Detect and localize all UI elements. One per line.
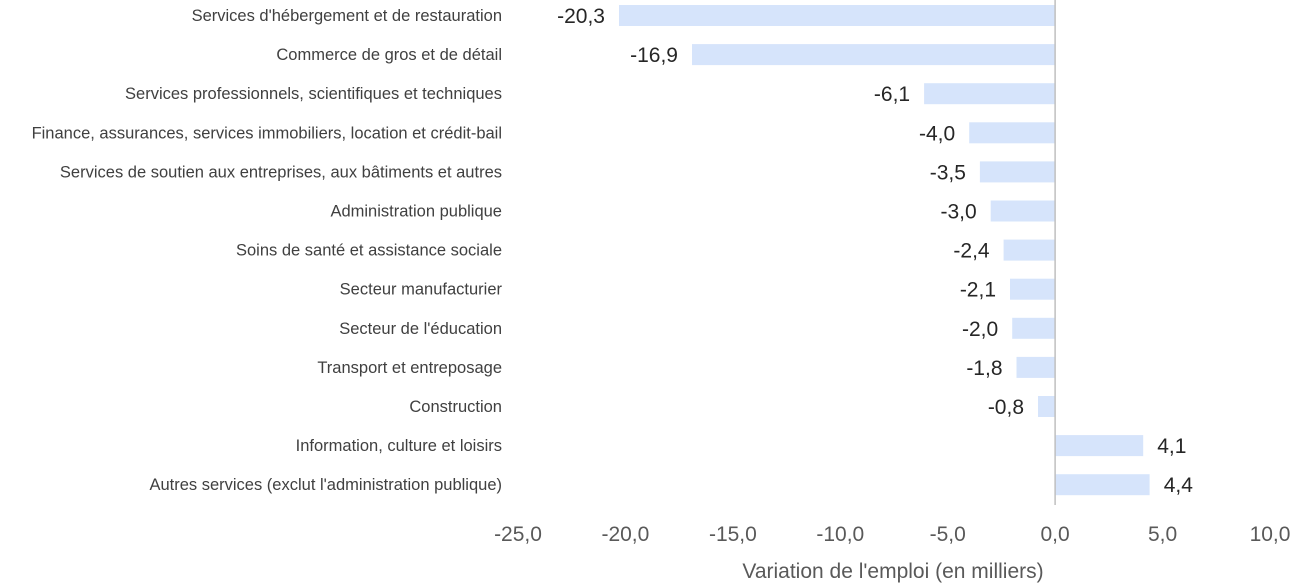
value-label: -0,8 — [988, 396, 1024, 419]
bar — [1003, 239, 1056, 261]
bar — [1055, 435, 1144, 457]
category-label: Services d'hébergement et de restauratio… — [192, 7, 502, 25]
category-label: Autres services (exclut l'administration… — [149, 476, 502, 494]
category-label: Services de soutien aux entreprises, aux… — [60, 163, 502, 181]
value-label: -6,1 — [874, 83, 910, 106]
category-labels-group: Services d'hébergement et de restauratio… — [32, 7, 503, 494]
bar — [969, 122, 1056, 144]
x-tick-label: 0,0 — [1040, 523, 1069, 546]
bar — [692, 44, 1056, 66]
bar — [1038, 396, 1056, 417]
bar — [1016, 356, 1056, 378]
x-tick-label: 5,0 — [1148, 523, 1177, 546]
value-label: -3,5 — [930, 161, 966, 184]
bars-group — [619, 5, 1150, 496]
x-tick-label: -15,0 — [709, 523, 757, 546]
x-tick-label: 10,0 — [1250, 523, 1291, 546]
x-tick-label: -25,0 — [494, 523, 542, 546]
value-label: 4,1 — [1157, 435, 1186, 458]
x-tick-label: -20,0 — [601, 523, 649, 546]
value-label: -20,3 — [557, 5, 605, 28]
value-label: 4,4 — [1164, 474, 1194, 497]
value-label: -1,8 — [966, 357, 1002, 380]
value-label: -2,0 — [962, 318, 998, 341]
bar — [619, 5, 1056, 26]
category-label: Information, culture et loisirs — [296, 437, 502, 455]
value-label: -4,0 — [919, 122, 955, 145]
category-label: Administration publique — [330, 203, 502, 221]
value-label: -16,9 — [630, 44, 678, 67]
bar — [979, 161, 1056, 183]
category-label: Secteur manufacturier — [340, 281, 503, 299]
bar — [1055, 474, 1150, 496]
category-label: Commerce de gros et de détail — [276, 46, 502, 64]
x-tick-labels-group: -25,0 -20,0 -15,0 -10,0 -5,0 0,0 5,0 10,0 — [494, 523, 1290, 546]
value-label: -2,4 — [953, 240, 990, 263]
bar — [924, 83, 1056, 105]
category-label: Finance, assurances, services immobilier… — [32, 124, 502, 142]
category-label: Construction — [409, 398, 502, 416]
category-label: Transport et entreposage — [317, 359, 502, 377]
bar — [1012, 317, 1056, 339]
category-label: Soins de santé et assistance sociale — [236, 242, 502, 260]
bar — [1010, 278, 1056, 300]
value-label: -2,1 — [960, 279, 996, 302]
value-label: -3,0 — [941, 201, 977, 224]
value-labels-group: -20,3 -16,9 -6,1 -4,0 -3,5 -3,0 -2,4 -2,1 -2,0 -1… — [557, 5, 1193, 497]
x-tick-label: -5,0 — [930, 523, 966, 546]
x-axis-title: Variation de l'emploi (en milliers) — [742, 560, 1043, 583]
category-label: Secteur de l'éducation — [339, 320, 502, 338]
category-label: Services professionnels, scientifiques e… — [125, 85, 502, 103]
x-tick-label: -10,0 — [816, 523, 864, 546]
bar — [990, 200, 1056, 222]
